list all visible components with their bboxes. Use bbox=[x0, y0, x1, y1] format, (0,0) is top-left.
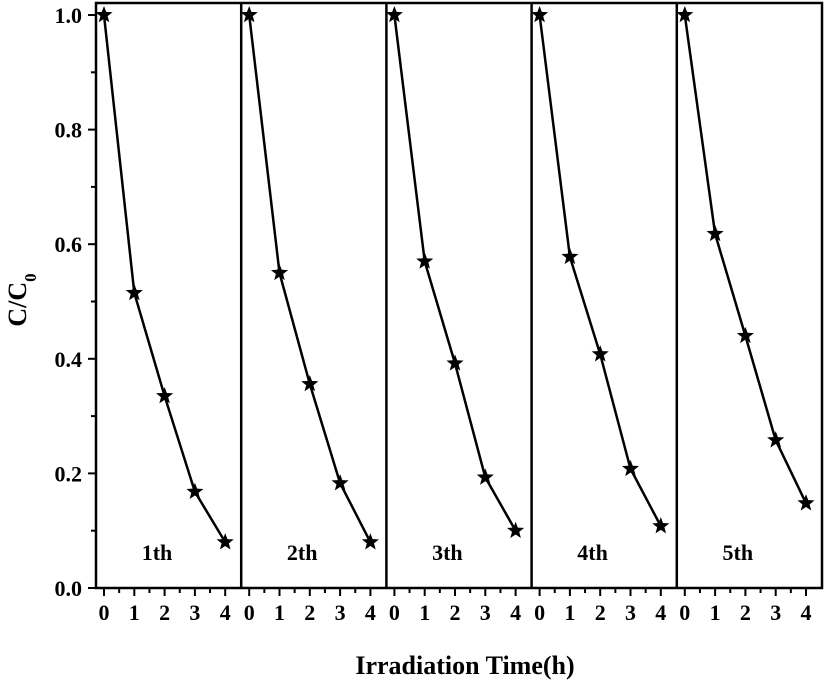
data-point-star bbox=[531, 6, 549, 23]
data-point-star bbox=[591, 345, 609, 362]
data-point-star bbox=[186, 482, 204, 500]
panel-label: 4th bbox=[577, 540, 608, 565]
panel-label: 5th bbox=[723, 540, 754, 565]
data-point-star bbox=[125, 283, 143, 301]
y-tick-label: 0.4 bbox=[55, 347, 83, 372]
x-tick-label: 1 bbox=[129, 600, 140, 625]
x-tick-label: 1 bbox=[564, 600, 575, 625]
data-point-star bbox=[736, 326, 754, 344]
panel-3: 0 1 2 3 4 3th bbox=[385, 3, 525, 625]
x-tick-label: 4 bbox=[510, 600, 521, 625]
data-point-star bbox=[797, 494, 815, 511]
series-line-1th bbox=[102, 14, 227, 543]
data-point-star bbox=[385, 6, 403, 23]
x-tick-label: 3 bbox=[625, 600, 636, 625]
y-axis-title-main: C/C bbox=[3, 282, 32, 327]
data-point-star bbox=[652, 517, 670, 534]
x-tick-label: 3 bbox=[770, 600, 781, 625]
x-tick-label: 0 bbox=[679, 600, 690, 625]
x-tick-label: 4 bbox=[801, 600, 812, 625]
data-point-star bbox=[240, 6, 258, 23]
series-line-4th bbox=[538, 14, 662, 527]
data-point-star bbox=[361, 533, 379, 550]
panel-label: 2th bbox=[287, 540, 318, 565]
data-point-star bbox=[416, 252, 434, 269]
y-tick-label: 0.6 bbox=[55, 232, 83, 257]
x-axis-title: Irradiation Time(h) bbox=[355, 651, 574, 680]
panel-label: 3th bbox=[432, 540, 463, 565]
y-axis-title: C/C0 bbox=[3, 273, 40, 326]
x-tick-label: 3 bbox=[480, 600, 491, 625]
x-tick-label: 0 bbox=[389, 600, 400, 625]
y-tick-label: 1.0 bbox=[55, 3, 83, 28]
panel-2: 0 1 2 3 4 2th bbox=[239, 3, 379, 625]
x-tick-label: 2 bbox=[595, 600, 606, 625]
x-tick-label: 0 bbox=[244, 600, 255, 625]
x-tick-label: 4 bbox=[365, 600, 376, 625]
x-tick-label: 2 bbox=[304, 600, 315, 625]
data-point-star bbox=[507, 521, 525, 538]
y-tick-label: 0.2 bbox=[55, 461, 83, 486]
data-point-star bbox=[767, 431, 785, 448]
x-tick-label: 4 bbox=[220, 600, 231, 625]
y-tick-label: 0.0 bbox=[55, 576, 83, 601]
data-point-star bbox=[216, 533, 234, 550]
data-point-star bbox=[476, 468, 494, 485]
x-tick-label: 2 bbox=[159, 600, 170, 625]
series-line-3th bbox=[393, 14, 517, 532]
y-axis-title-subscript: 0 bbox=[21, 273, 40, 282]
data-point-star bbox=[331, 474, 349, 491]
series-line-5th bbox=[683, 14, 808, 504]
x-tick-label: 0 bbox=[534, 600, 545, 625]
data-point-star bbox=[95, 6, 113, 23]
x-tick-label: 1 bbox=[274, 600, 285, 625]
x-tick-label: 3 bbox=[189, 600, 200, 625]
data-point-star bbox=[446, 354, 464, 371]
data-point-star bbox=[270, 263, 289, 281]
plot-frame bbox=[94, 1, 824, 590]
panel-4: 0 1 2 3 4 4th bbox=[530, 3, 670, 625]
x-tick-label: 4 bbox=[655, 600, 666, 625]
x-tick-label: 2 bbox=[450, 600, 461, 625]
y-tick-label: 0.8 bbox=[55, 118, 83, 143]
x-tick-label: 3 bbox=[335, 600, 346, 625]
data-point-star bbox=[706, 224, 724, 242]
panel-5: 0 1 2 3 4 5th bbox=[675, 3, 815, 625]
panel-label: 1th bbox=[142, 540, 173, 565]
series-line-2th bbox=[247, 14, 372, 543]
x-tick-label: 1 bbox=[419, 600, 430, 625]
x-tick-label: 1 bbox=[710, 600, 721, 625]
data-point-star bbox=[621, 459, 640, 477]
x-tick-label: 0 bbox=[99, 600, 110, 625]
data-point-star bbox=[301, 375, 319, 392]
data-point-star bbox=[676, 6, 694, 23]
panel-1: 0 1 2 3 4 1th bbox=[95, 6, 234, 625]
x-tick-label: 2 bbox=[740, 600, 751, 625]
data-point-star bbox=[156, 387, 174, 404]
data-point-star bbox=[561, 247, 579, 265]
y-axis: 0.0 0.2 0.4 0.6 0.8 1.0 bbox=[55, 3, 96, 601]
